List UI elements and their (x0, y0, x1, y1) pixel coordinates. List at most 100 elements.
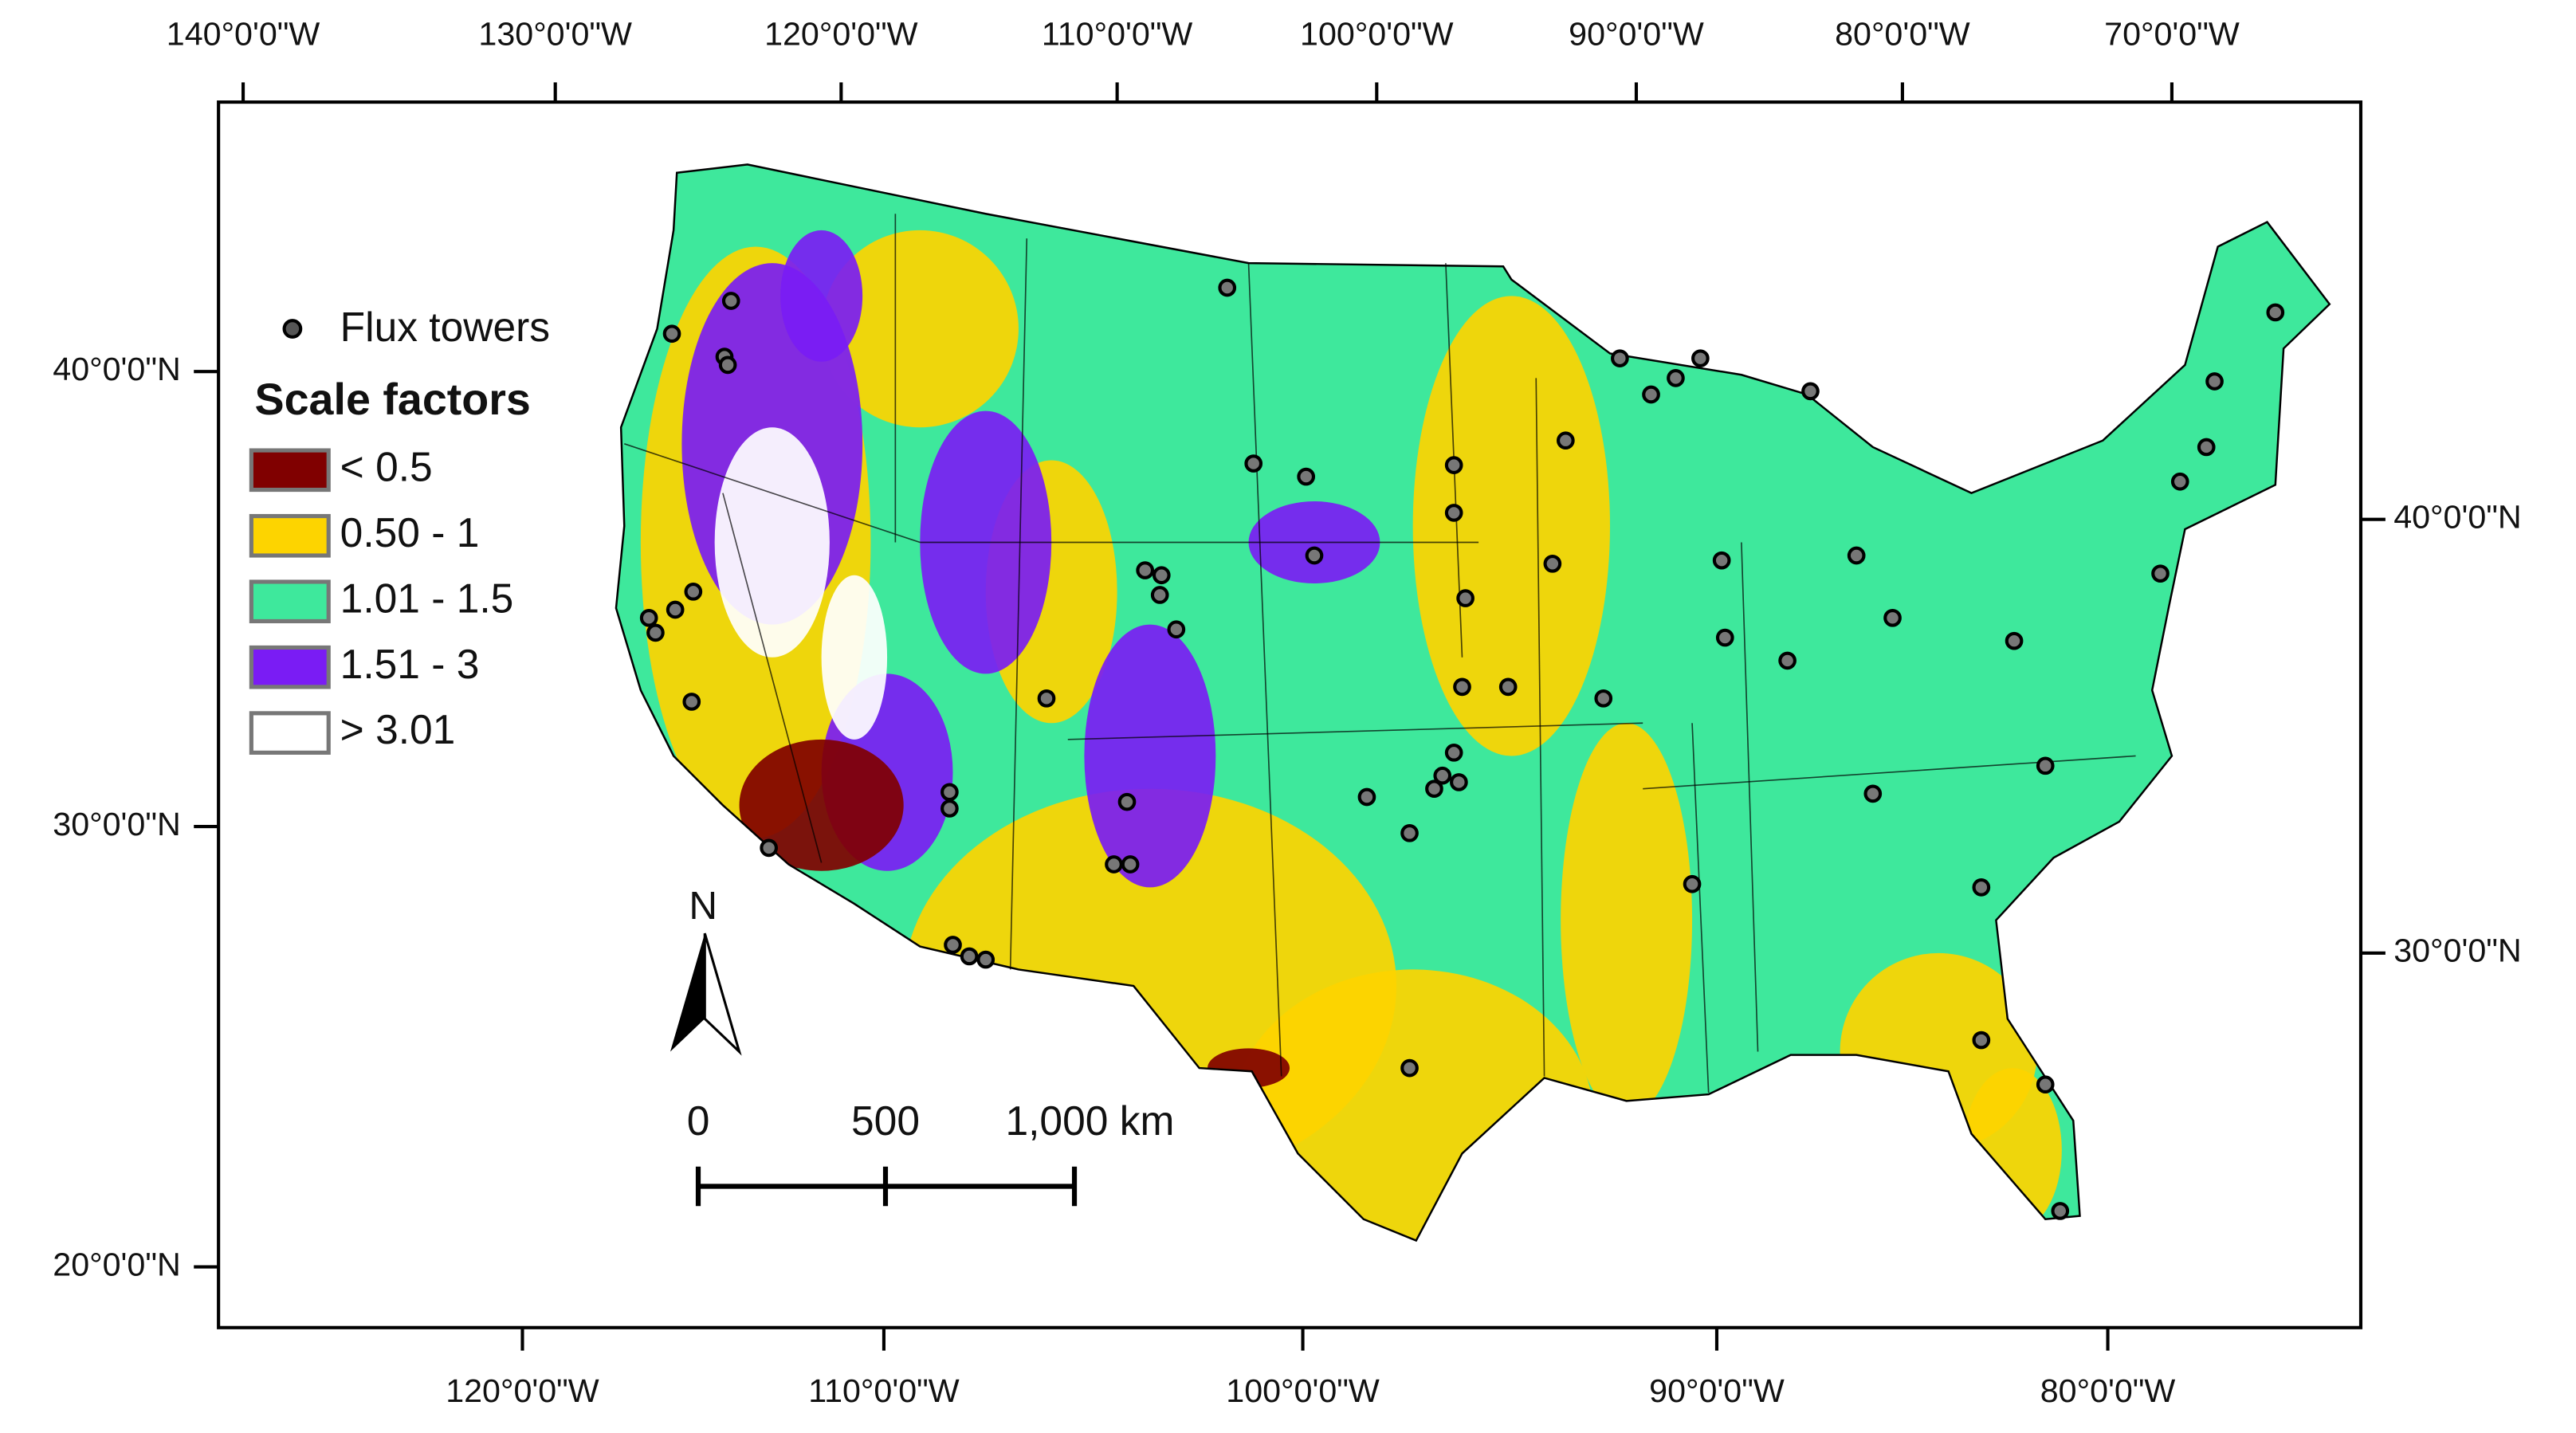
state-line (1009, 238, 1028, 970)
arrow-right (703, 932, 742, 1056)
left-label: 30°0'0"N (53, 806, 180, 842)
flux-tower (666, 600, 685, 619)
legend-label: 0.50 - 1 (340, 509, 480, 556)
flux-tower (2005, 631, 2024, 650)
flux-tower (1594, 689, 1613, 708)
flux-tower (1105, 855, 1123, 874)
flux-tower (1611, 349, 1629, 367)
flux-tower (1218, 278, 1237, 297)
flux-tower (1972, 1031, 1991, 1050)
flux-tower (2151, 564, 2170, 583)
flux-tower (1863, 784, 1883, 803)
land-class-patch (821, 230, 1019, 428)
flux-tower (1456, 589, 1475, 607)
legend-label: < 0.5 (340, 443, 433, 489)
graticule-ticks: 140°0'0"W 130°0'0"W 120°0'0"W 110°0'0"W 100°… (53, 16, 2521, 1410)
left-label: 20°0'0"N (53, 1246, 180, 1282)
land-class-patch (739, 739, 904, 871)
flux-tower (662, 324, 681, 344)
flux-tower (2197, 438, 2216, 457)
flux-tower (2036, 756, 2055, 775)
legend-point-label: Flux towers (340, 304, 550, 350)
state-line (1643, 755, 2136, 790)
legend-swatch (249, 448, 331, 493)
flux-tower (940, 799, 959, 818)
flux-tower (1433, 766, 1452, 785)
right-label: 30°0'0"N (2393, 932, 2521, 969)
flux-tower (682, 693, 701, 711)
land-classes (640, 230, 2062, 1241)
flux-tower (1691, 349, 1710, 367)
left-label: 40°0'0"N (53, 351, 180, 387)
legend: Flux towers Scale factors < 0.5 0.50 - 1 1… (249, 304, 550, 755)
legend-swatch (249, 513, 331, 558)
scale-label: 1,000 km (1005, 1097, 1174, 1144)
scale-label: 0 (687, 1097, 710, 1144)
top-label: 140°0'0"W (167, 16, 320, 53)
flux-tower (1543, 554, 1562, 573)
flux-tower (1883, 608, 1902, 627)
bottom-label: 120°0'0"W (446, 1372, 599, 1409)
flux-tower (1444, 744, 1463, 762)
legend-swatch (249, 579, 331, 624)
state-line (1247, 263, 1282, 1077)
flux-tower (1778, 651, 1797, 670)
flux-tower (1244, 454, 1263, 473)
land-class-patch (1084, 624, 1216, 888)
flux-tower (1150, 586, 1169, 604)
flux-tower (718, 355, 737, 375)
flux-tower (1357, 787, 1376, 807)
flux-tower (1425, 779, 1443, 799)
land (615, 163, 2331, 1243)
flux-tower (684, 583, 703, 601)
flux-tower (1167, 620, 1186, 639)
flux-tower (1400, 824, 1419, 842)
legend-items: < 0.5 0.50 - 1 1.01 - 1.5 1.51 - 3 > 3.01 (249, 443, 514, 755)
top-label: 70°0'0"W (2104, 16, 2240, 53)
flux-tower (1847, 546, 1866, 565)
flux-tower (2205, 372, 2224, 391)
legend-title: Scale factors (254, 375, 530, 424)
flux-tower (2170, 472, 2189, 491)
flux-tower (1400, 1058, 1419, 1078)
flux-tower (639, 608, 658, 627)
flux-tower (976, 950, 995, 969)
flux-tower (1557, 431, 1575, 450)
land-class-patch (780, 230, 863, 362)
flux-tower (1683, 874, 1702, 893)
flux-tower (1498, 677, 1518, 697)
flux-tower (1972, 878, 1991, 897)
north-label: N (689, 884, 717, 928)
state-line (722, 493, 823, 863)
state-line (1691, 723, 1710, 1093)
state-line (1741, 542, 1759, 1052)
scale-bar: 0 500 1,000 km (687, 1097, 1174, 1207)
top-label: 80°0'0"W (1835, 16, 1970, 53)
legend-label: 1.01 - 1.5 (340, 575, 514, 621)
bottom-label: 110°0'0"W (808, 1372, 960, 1409)
land-class-patch (1412, 296, 1610, 756)
right-label: 40°0'0"N (2393, 499, 2521, 536)
flux-tower (1667, 369, 1685, 387)
flux-tower (1453, 677, 1471, 697)
land-class-patch (821, 575, 888, 740)
land-class-patch (714, 427, 830, 658)
scale-label: 500 (851, 1097, 920, 1144)
top-label: 100°0'0"W (1300, 16, 1454, 53)
state-line (624, 443, 921, 544)
legend-label: 1.51 - 3 (340, 641, 480, 687)
legend-swatch (249, 711, 331, 755)
land-class-patch (1561, 723, 1693, 1117)
land-outline (615, 163, 2331, 1243)
flux-tower (944, 936, 962, 954)
flux-towers (639, 278, 2285, 1220)
legend-label: > 3.01 (340, 706, 456, 752)
flux-tower (1450, 773, 1468, 791)
flux-tower (2266, 303, 2285, 322)
flux-tower (2036, 1075, 2055, 1094)
state-line (1067, 722, 1643, 740)
flux-tower (1117, 792, 1137, 811)
flux-tower (646, 623, 665, 642)
flux-tower (721, 292, 740, 310)
state-line (1535, 378, 1545, 1077)
